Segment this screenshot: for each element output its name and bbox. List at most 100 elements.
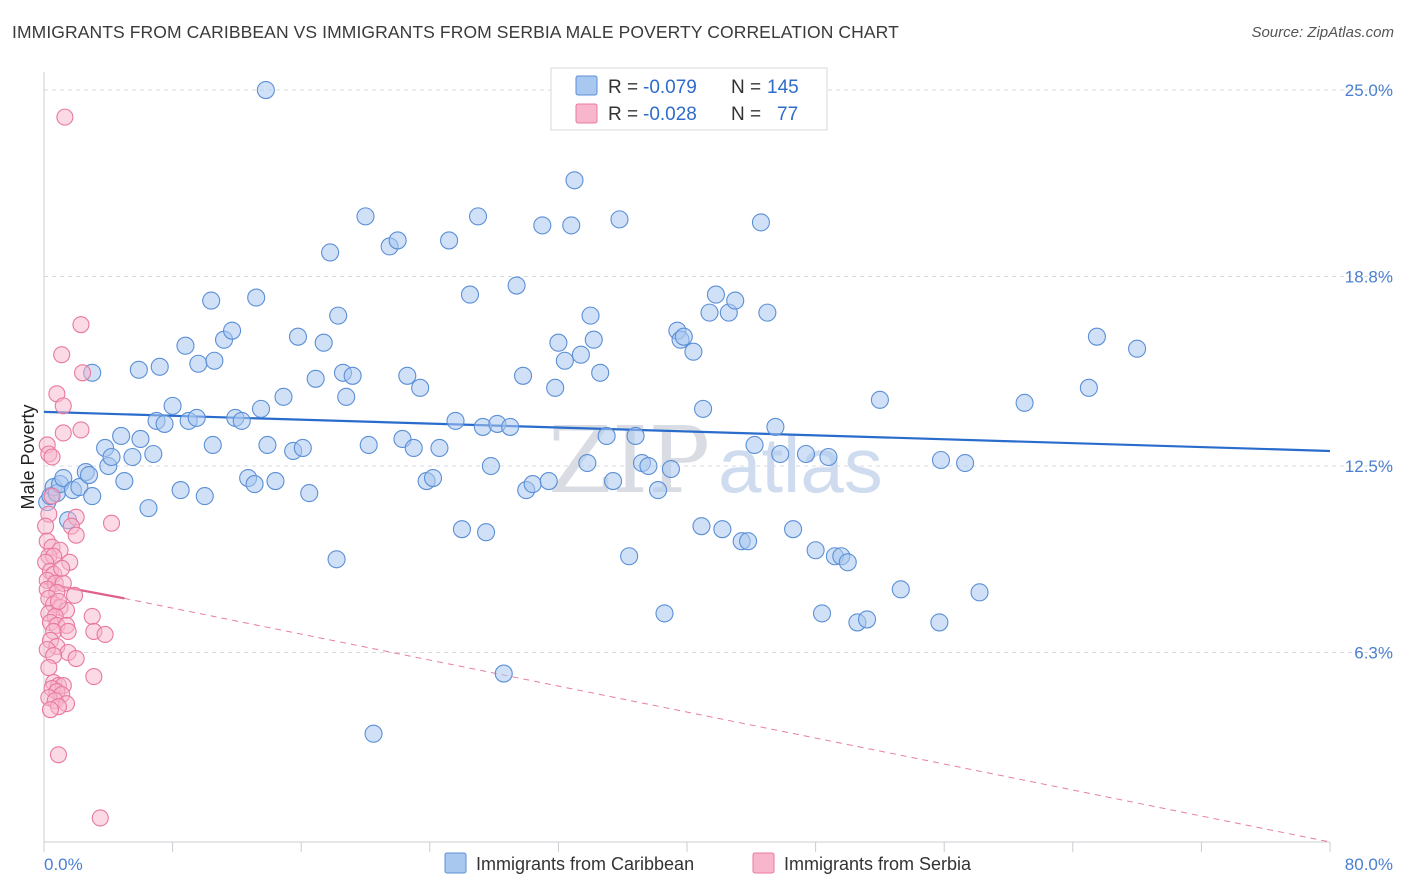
point-caribbean [533,216,552,235]
point-caribbean [481,456,500,476]
point-caribbean [83,487,102,506]
point-caribbean [578,453,597,473]
legend-r-label-2: R = [608,104,638,125]
point-caribbean [784,520,803,539]
point-serbia [43,487,61,505]
point-caribbean [460,285,480,304]
point-caribbean [507,276,526,295]
point-caribbean [819,447,838,467]
point-caribbean [115,472,134,491]
point-serbia [91,809,109,827]
point-caribbean [468,207,488,226]
point-caribbean [70,478,89,497]
legend-n-value-1: 145 [767,77,799,98]
point-caribbean [674,327,693,346]
point-caribbean [838,553,857,572]
point-serbia [49,746,68,764]
point-serbia [72,316,90,334]
point-serbia [56,108,74,126]
point-caribbean [54,469,73,488]
point-caribbean [812,604,832,623]
point-caribbean [245,475,264,494]
point-caribbean [144,444,163,464]
legend-swatch-caribbean [575,75,598,96]
legend-swatch-serbia [575,103,598,124]
point-caribbean [337,387,356,406]
point-caribbean [661,459,680,479]
y-tick-label: 18.8% [1345,268,1393,287]
point-caribbean [423,469,443,488]
point-caribbean [739,532,758,551]
point-caribbean [205,351,224,370]
point-serbia [49,592,68,610]
point-caribbean [343,366,362,385]
point-caribbean [1128,339,1147,358]
point-caribbean [584,330,603,349]
point-caribbean [639,456,658,476]
points-caribbean [38,80,1147,743]
y-tick-labels: 6.3% 12.5% 18.8% 25.0% [1345,81,1393,662]
point-caribbean [187,408,206,427]
point-caribbean [549,333,568,352]
point-serbia [41,701,59,719]
bottom-legend: Immigrants from Caribbean Immigrants fro… [444,852,972,874]
point-serbia [37,517,55,535]
point-caribbean [274,387,293,406]
point-caribbean [796,444,816,464]
point-caribbean [306,369,325,388]
point-caribbean [79,465,99,485]
chart-title: IMMIGRANTS FROM CARIBBEAN VS IMMIGRANTS … [12,22,899,42]
point-caribbean [571,345,590,364]
point-caribbean [700,303,719,322]
point-serbia [67,649,85,668]
y-tick-label: 12.5% [1345,457,1393,476]
point-caribbean [539,472,558,491]
point-caribbean [655,604,674,623]
point-caribbean [694,399,713,418]
point-serbia [53,346,71,364]
point-caribbean [649,481,668,500]
point-serbia [83,607,101,625]
point-caribbean [112,426,131,445]
chart-source: Source: ZipAtlas.com [1251,24,1394,41]
point-serbia [65,586,84,604]
point-caribbean [970,583,989,602]
point-serbia [74,364,92,382]
point-caribbean [398,366,417,385]
point-serbia [53,559,71,577]
point-caribbean [546,378,565,397]
point-caribbean [692,517,711,536]
point-caribbean [477,523,496,542]
point-serbia [67,526,85,544]
point-caribbean [591,363,610,382]
point-caribbean [131,429,150,449]
point-caribbean [247,288,266,307]
legend-n-value-2: 77 [777,104,798,125]
point-caribbean [440,231,459,250]
point-caribbean [452,520,472,539]
point-caribbean [597,426,616,445]
point-caribbean [610,210,629,229]
point-serbia [54,424,72,442]
bottom-legend-label-caribbean: Immigrants from Caribbean [476,854,694,874]
point-caribbean [176,336,195,355]
bottom-legend-swatch-caribbean [444,852,467,874]
point-caribbean [300,484,319,503]
point-caribbean [726,291,745,310]
legend-n-label-2: N = [731,104,761,125]
point-caribbean [155,414,174,433]
point-caribbean [501,417,520,436]
point-serbia [72,421,90,439]
point-caribbean [411,378,430,397]
point-caribbean [758,303,777,322]
point-caribbean [494,664,513,683]
point-caribbean [356,207,375,226]
point-caribbean [150,357,169,376]
point-caribbean [251,399,271,418]
point-caribbean [430,438,449,458]
point-serbia [43,448,61,466]
point-caribbean [713,520,732,539]
point-caribbean [256,80,275,100]
point-caribbean [771,444,790,464]
